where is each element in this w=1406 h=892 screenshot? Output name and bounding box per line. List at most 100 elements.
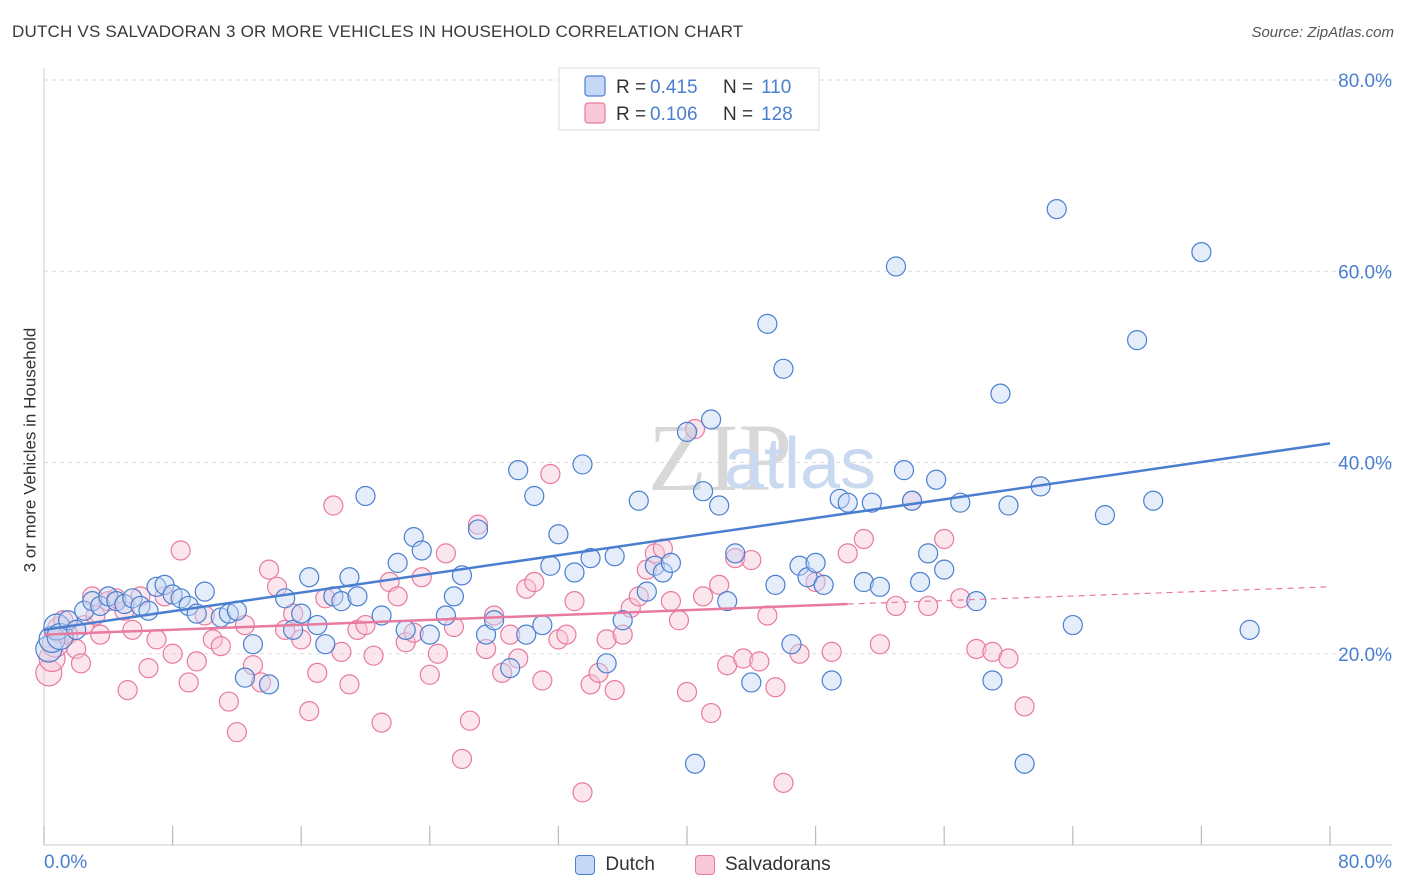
dutch-point-103	[1014, 753, 1035, 774]
salvadorans-point-39	[307, 662, 328, 683]
legend-salvadorans-n-value: 128	[761, 104, 793, 125]
dutch-point-102	[998, 495, 1019, 516]
dutch-point-68	[660, 552, 682, 574]
dutch-point-89	[861, 492, 882, 513]
salvadorans-point-101	[837, 543, 858, 564]
dutch-points	[35, 198, 1260, 774]
dutch-point-95	[918, 543, 939, 564]
salvadorans-point-103	[869, 634, 891, 655]
dutch-point-43	[411, 540, 432, 561]
salvadorans-point-43	[339, 674, 360, 695]
salvadorans-point-100	[821, 641, 842, 662]
dutch-point-14	[138, 600, 159, 621]
dutch-point-79	[773, 358, 794, 379]
dutch-point-81	[789, 555, 810, 576]
salvadorans-point-70	[556, 624, 577, 645]
legend-item-dutch-swatch	[575, 855, 596, 875]
salvadorans-point-22	[170, 540, 191, 561]
legend-bottom: Dutch Salvadorans	[0, 850, 1406, 880]
salvadorans-point-87	[692, 586, 714, 607]
dutch-point-66	[644, 555, 665, 576]
dutch-point-64	[628, 490, 649, 511]
salvadorans-point-55	[435, 543, 456, 564]
dutch-point-35	[331, 591, 352, 612]
dutch-point-63	[612, 610, 633, 631]
legend-item-salvadorans: Salvadorans	[695, 854, 831, 876]
dutch-trend-line	[43, 442, 1331, 632]
salvadorans-point-94	[749, 651, 770, 672]
salvadorans-point-57	[451, 748, 473, 770]
salvadorans-point-75	[596, 629, 617, 650]
salvadorans-point-53	[419, 664, 440, 685]
dutch-point-97	[934, 559, 955, 580]
y-tick-label-20: 20.0%	[1338, 645, 1392, 666]
dutch-point-25	[234, 667, 256, 688]
dutch-point-100	[982, 670, 1003, 691]
dutch-point-72	[701, 409, 722, 430]
dutch-point-105	[1046, 198, 1067, 220]
salvadorans-point-106	[918, 595, 939, 617]
dutch-point-51	[500, 657, 521, 679]
salvadorans-point-91	[725, 548, 746, 569]
legend-item-dutch-label: Dutch	[605, 854, 655, 875]
salvadorans-trend-extension	[847, 586, 1331, 605]
salvadorans-point-96	[765, 677, 786, 698]
salvadorans-point-71	[564, 591, 585, 612]
dutch-point-96	[926, 469, 947, 490]
legend-salvadorans-n-label: N =	[723, 104, 753, 125]
dutch-point-87	[837, 492, 858, 513]
dutch-point-90	[869, 576, 891, 597]
salvadorans-point-24	[186, 651, 207, 672]
salvadorans-point-11	[90, 624, 111, 645]
salvadorans-point-19	[146, 629, 167, 650]
source-label: Source: ZipAtlas.com	[1251, 24, 1394, 41]
salvadorans-point-32	[250, 672, 272, 693]
trend-lines	[43, 442, 1331, 636]
salvadorans-point-15	[117, 679, 138, 701]
salvadorans-point-59	[467, 514, 489, 535]
y-tick-label-80: 80.0%	[1338, 71, 1392, 92]
dutch-point-57	[548, 524, 569, 545]
dutch-point-33	[315, 634, 336, 655]
salvadorans-point-21	[162, 643, 183, 664]
salvadorans-point-33	[258, 559, 280, 580]
dutch-point-50	[484, 610, 505, 631]
salvadorans-point-18	[138, 657, 159, 679]
salvadorans-point-38	[299, 701, 320, 722]
dutch-point-85	[821, 670, 842, 691]
dutch-point-46	[443, 586, 465, 607]
dutch-point-38	[355, 485, 376, 507]
dutch-point-37	[347, 586, 368, 607]
legend-dutch-r-label: R =	[616, 77, 646, 98]
dutch-point-53	[516, 624, 537, 645]
salvadorans-point-63	[500, 624, 521, 645]
legend-dutch-swatch	[584, 75, 606, 97]
dutch-point-88	[853, 571, 874, 593]
salvadorans-point-84	[668, 610, 690, 631]
salvadorans-point-47	[371, 712, 392, 733]
dutch-point-107	[1094, 504, 1116, 526]
dutch-point-10	[106, 591, 127, 612]
dutch-point-108	[1126, 330, 1148, 351]
legend-top: R = 0.415 N = 110 R = 0.106 N = 128	[558, 67, 820, 131]
salvadorans-point-31	[242, 655, 264, 676]
legend-item-salvadorans-swatch	[695, 855, 715, 875]
salvadorans-point-85	[676, 681, 698, 703]
dutch-point-70	[684, 753, 706, 774]
dutch-point-83	[805, 552, 826, 574]
dutch-point-18	[170, 588, 191, 609]
dutch-point-59	[572, 454, 593, 475]
dutch-point-48	[467, 519, 489, 540]
salvadorans-point-102	[853, 528, 874, 550]
salvadorans-point-76	[604, 679, 625, 701]
salvadorans-point-88	[701, 702, 722, 724]
dutch-point-77	[757, 313, 778, 334]
dutch-point-58	[564, 562, 585, 583]
salvadorans-point-51	[403, 622, 424, 643]
dutch-point-92	[893, 460, 915, 481]
salvadorans-point-58	[459, 710, 481, 731]
dutch-point-111	[1239, 619, 1260, 640]
legend-dutch-n-value: 110	[761, 77, 791, 98]
legend-dutch-r-value: 0.415	[650, 77, 698, 98]
